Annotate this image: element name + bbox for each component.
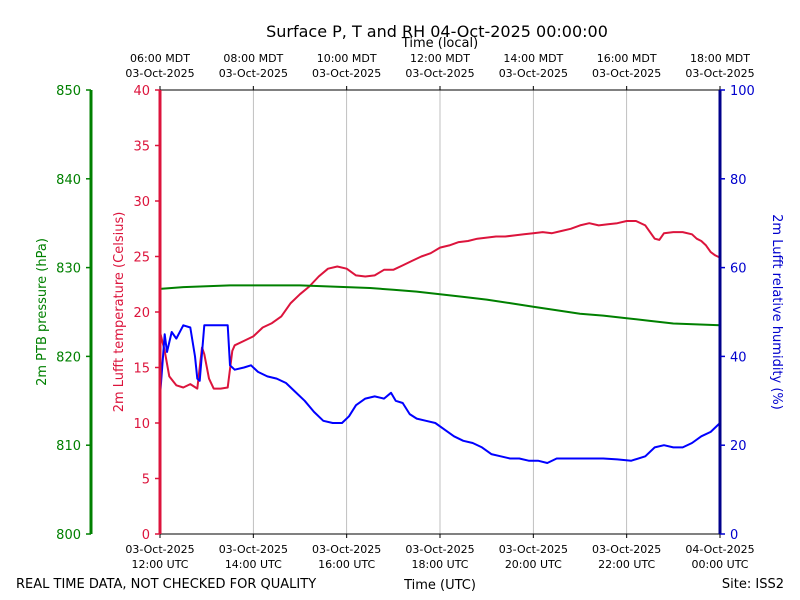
pressure-tick-label: 820 bbox=[56, 350, 81, 365]
humidity-tick-label: 20 bbox=[730, 439, 747, 454]
pressure-tick-label: 800 bbox=[56, 528, 81, 543]
top-axis-title: Time (local) bbox=[401, 36, 478, 51]
x-tick-label-bottom-time: 18:00 UTC bbox=[411, 558, 468, 571]
x-tick-label-bottom-date: 03-Oct-2025 bbox=[405, 543, 474, 556]
x-tick-label-top-time: 14:00 MDT bbox=[503, 52, 563, 65]
series-layer bbox=[159, 220, 721, 464]
x-tick-label-bottom-date: 04-Oct-2025 bbox=[685, 543, 754, 556]
temperature-tick-label: 5 bbox=[142, 473, 150, 488]
temperature-tick-label: 40 bbox=[133, 84, 150, 99]
x-tick-label-top-time: 16:00 MDT bbox=[597, 52, 657, 65]
x-tick-label-top-date: 03-Oct-2025 bbox=[499, 67, 568, 80]
axes-layer: 03-Oct-2025 12:00 UTC 03-Oct-2025 14:00 UTC… bbox=[56, 52, 755, 571]
x-tick-label-bottom-time: 14:00 UTC bbox=[225, 558, 282, 571]
x-tick-label-top-time: 10:00 MDT bbox=[317, 52, 377, 65]
x-tick-label-top-date: 03-Oct-2025 bbox=[405, 67, 474, 80]
humidity-tick-label: 0 bbox=[730, 528, 738, 543]
pressure-tick-label: 840 bbox=[56, 173, 81, 188]
x-tick-label-top-date: 03-Oct-2025 bbox=[219, 67, 288, 80]
humidity-tick-label: 100 bbox=[730, 84, 755, 99]
humidity-axis-label: 2m Lufft relative humidity (%) bbox=[769, 214, 784, 410]
x-tick-label-top-date: 03-Oct-2025 bbox=[685, 67, 754, 80]
temperature-tick-label: 35 bbox=[133, 140, 150, 155]
humidity-tick-label: 40 bbox=[730, 350, 747, 365]
footer-disclaimer: REAL TIME DATA, NOT CHECKED FOR QUALITY bbox=[16, 577, 316, 592]
x-tick-label-bottom-time: 12:00 UTC bbox=[131, 558, 188, 571]
x-tick-label-bottom-time: 20:00 UTC bbox=[505, 558, 562, 571]
pressure-tick-label: 850 bbox=[56, 84, 81, 99]
footer-site: Site: ISS2 bbox=[722, 577, 784, 592]
chart-title: Surface P, T and RH 04-Oct-2025 00:00:00 bbox=[266, 22, 608, 41]
series-line-temperature bbox=[159, 220, 721, 390]
humidity-tick-label: 80 bbox=[730, 173, 747, 188]
x-tick-label-bottom-date: 03-Oct-2025 bbox=[312, 543, 381, 556]
x-tick-label-bottom-time: 16:00 UTC bbox=[318, 558, 375, 571]
x-tick-label-bottom-date: 03-Oct-2025 bbox=[592, 543, 661, 556]
pressure-axis-label: 2m PTB pressure (hPa) bbox=[35, 238, 50, 386]
x-tick-label-top-time: 12:00 MDT bbox=[410, 52, 470, 65]
series-line-pressure bbox=[159, 284, 721, 327]
x-tick-label-top-date: 03-Oct-2025 bbox=[592, 67, 661, 80]
pressure-tick-label: 810 bbox=[56, 439, 81, 454]
x-tick-label-top-time: 08:00 MDT bbox=[223, 52, 283, 65]
x-tick-label-top-date: 03-Oct-2025 bbox=[312, 67, 381, 80]
x-tick-label-bottom-date: 03-Oct-2025 bbox=[219, 543, 288, 556]
temperature-tick-label: 0 bbox=[142, 528, 150, 543]
x-tick-label-top-time: 18:00 MDT bbox=[690, 52, 750, 65]
temperature-tick-label: 10 bbox=[133, 417, 150, 432]
temperature-tick-label: 25 bbox=[133, 251, 150, 266]
x-axis-label: Time (UTC) bbox=[403, 578, 476, 593]
temperature-tick-label: 15 bbox=[133, 362, 150, 377]
temperature-axis-label: 2m Lufft temperature (Celsius) bbox=[112, 212, 127, 413]
x-tick-label-top-time: 06:00 MDT bbox=[130, 52, 190, 65]
x-tick-label-bottom-time: 00:00 UTC bbox=[691, 558, 748, 571]
x-tick-label-bottom-date: 03-Oct-2025 bbox=[125, 543, 194, 556]
temperature-tick-label: 20 bbox=[133, 306, 150, 321]
humidity-tick-label: 60 bbox=[730, 262, 747, 277]
pressure-tick-label: 830 bbox=[56, 262, 81, 277]
series-line-humidity bbox=[159, 324, 721, 464]
x-tick-label-top-date: 03-Oct-2025 bbox=[125, 67, 194, 80]
temperature-tick-label: 30 bbox=[133, 195, 150, 210]
x-tick-label-bottom-time: 22:00 UTC bbox=[598, 558, 655, 571]
x-tick-label-bottom-date: 03-Oct-2025 bbox=[499, 543, 568, 556]
